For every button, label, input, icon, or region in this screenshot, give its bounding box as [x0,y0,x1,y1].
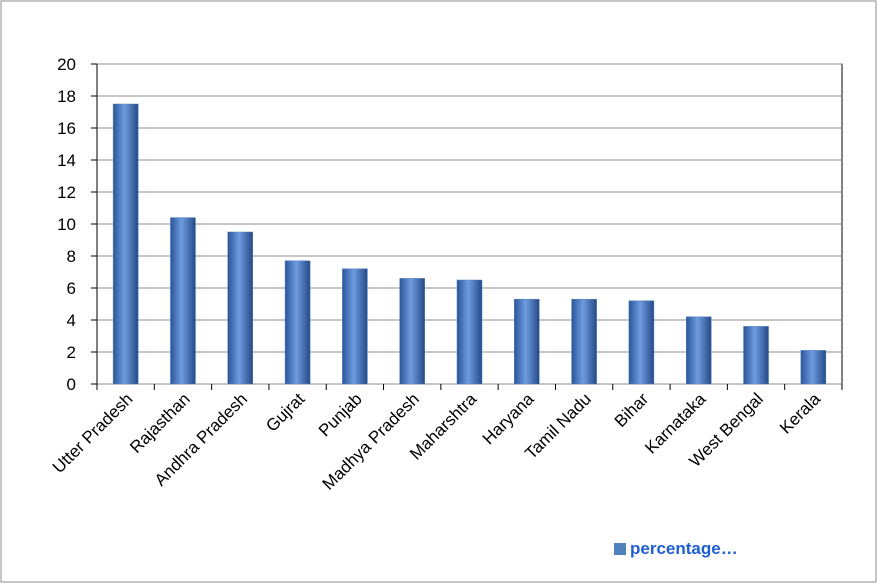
bar [456,279,483,385]
y-tick-label: 14 [57,151,76,170]
y-tick-label: 8 [67,247,76,266]
y-tick-label: 6 [67,279,76,298]
bar [685,316,712,385]
y-tick-label: 18 [57,87,76,106]
bar [514,298,540,385]
bar [112,103,139,385]
bar [342,268,368,385]
y-tick-label: 4 [67,311,76,330]
bar [571,298,597,385]
y-tick-label: 12 [57,183,76,202]
legend-swatch [614,543,626,555]
bar [628,300,655,385]
y-tick-label: 20 [57,55,76,74]
y-tick-label: 10 [57,215,76,234]
bar [227,231,254,385]
bar [284,260,311,385]
bar [800,350,827,385]
legend-label: percentage… [630,539,738,558]
y-tick-label: 2 [67,343,76,362]
y-tick-label: 0 [67,375,76,394]
bar [399,278,425,385]
y-tick-label: 16 [57,119,76,138]
bar [170,217,196,385]
bar [743,326,769,385]
